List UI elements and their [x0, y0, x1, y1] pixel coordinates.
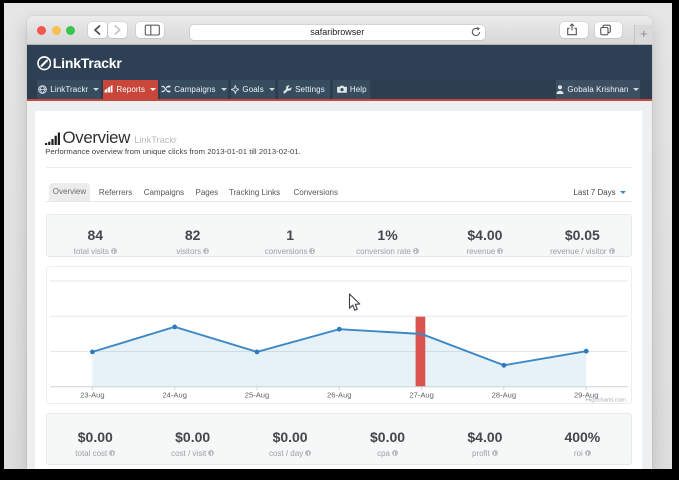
svg-text:25-Aug: 25-Aug: [244, 391, 269, 400]
svg-text:29-Aug: 29-Aug: [574, 391, 599, 400]
svg-text:28-Aug: 28-Aug: [491, 391, 516, 400]
svg-text:23-Aug: 23-Aug: [80, 391, 105, 400]
svg-text:Highcharts.com: Highcharts.com: [585, 398, 625, 404]
svg-text:27-Aug: 27-Aug: [409, 391, 434, 400]
svg-text:24-Aug: 24-Aug: [162, 391, 187, 400]
svg-text:26-Aug: 26-Aug: [327, 391, 352, 400]
